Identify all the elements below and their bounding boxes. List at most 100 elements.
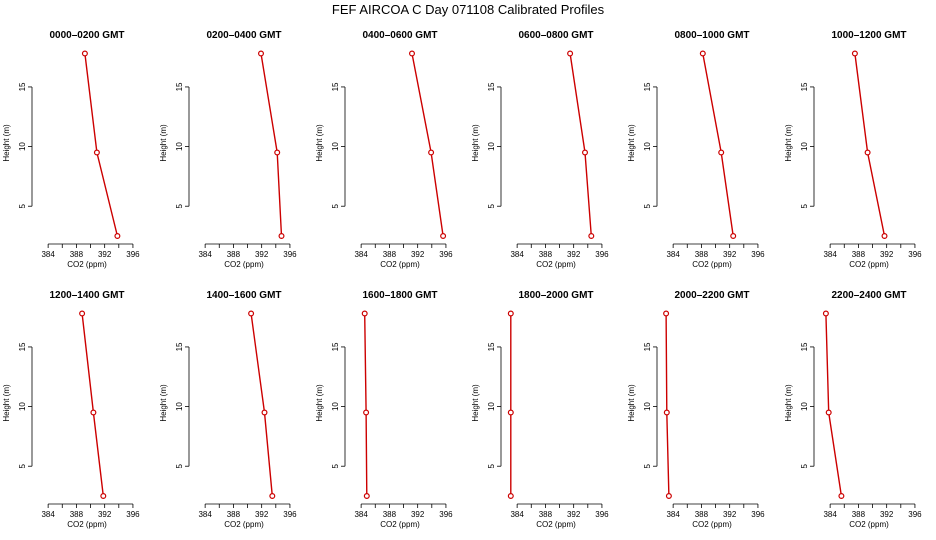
panel-5: 0800–1000 GMT 384 388 392 396 5 10 15 CO2 (ppm) H… <box>627 30 765 269</box>
panel-title: 0000–0200 GMT <box>49 30 124 41</box>
profile-point <box>363 409 370 416</box>
profile-point <box>440 233 447 240</box>
y-axis-label: Height (m) <box>159 124 168 162</box>
profile-point <box>428 149 435 156</box>
y-axis-label: Height (m) <box>471 384 480 422</box>
y-tick-label: 5 <box>487 203 496 208</box>
y-tick-label: 15 <box>331 82 340 91</box>
panel-grid: 0000–0200 GMT 384 388 392 396 5 10 15 CO2 (ppm) H… <box>2 30 922 529</box>
profile-point <box>663 310 670 317</box>
y-tick-label: 15 <box>643 82 652 91</box>
profile-point <box>588 233 595 240</box>
x-axis-label: CO2 (ppm) <box>536 260 576 269</box>
figure-title: FEF AIRCOA C Day 071108 Calibrated Profi… <box>332 2 605 17</box>
profile-line <box>411 53 444 237</box>
x-tick-label: 392 <box>98 510 112 519</box>
profile-point <box>278 233 285 240</box>
profile-point <box>730 233 737 240</box>
x-tick-label: 384 <box>510 250 524 259</box>
panel-title: 1600–1800 GMT <box>362 290 437 301</box>
y-tick-label: 5 <box>18 203 27 208</box>
y-tick-label: 5 <box>331 463 340 468</box>
x-axis-label: CO2 (ppm) <box>692 260 732 269</box>
x-tick-label: 392 <box>255 250 269 259</box>
x-tick-label: 384 <box>510 510 524 519</box>
y-tick-label: 5 <box>643 463 652 468</box>
panel-7: 1200–1400 GMT 384 388 392 396 5 10 15 CO2 (ppm) H… <box>2 290 140 529</box>
profile-point <box>361 310 368 317</box>
x-tick-label: 384 <box>41 250 55 259</box>
profile-point <box>269 493 276 500</box>
x-tick-label: 396 <box>283 250 297 259</box>
x-tick-label: 392 <box>567 250 581 259</box>
y-tick-label: 15 <box>175 342 184 351</box>
x-tick-label: 388 <box>227 250 241 259</box>
panel-title: 1000–1200 GMT <box>831 30 906 41</box>
y-tick-label: 15 <box>18 342 27 351</box>
y-tick-label: 5 <box>800 203 809 208</box>
x-tick-label: 388 <box>383 510 397 519</box>
x-tick-label: 396 <box>751 250 765 259</box>
x-tick-label: 392 <box>880 250 894 259</box>
x-tick-label: 388 <box>70 510 84 519</box>
x-tick-label: 392 <box>411 510 425 519</box>
x-tick-label: 384 <box>823 250 837 259</box>
x-tick-label: 392 <box>880 510 894 519</box>
y-tick-label: 10 <box>331 142 340 151</box>
profile-line <box>702 53 734 237</box>
panel-9: 1600–1800 GMT 384 388 392 396 5 10 15 CO2 (ppm) H… <box>315 290 453 529</box>
profile-point <box>822 310 829 317</box>
y-tick-label: 15 <box>331 342 340 351</box>
x-axis-label: CO2 (ppm) <box>849 260 889 269</box>
x-tick-label: 392 <box>255 510 269 519</box>
y-tick-label: 5 <box>800 463 809 468</box>
panel-8: 1400–1600 GMT 384 388 392 396 5 10 15 CO2 (ppm) H… <box>159 290 297 529</box>
x-tick-label: 392 <box>723 510 737 519</box>
panel-title: 0800–1000 GMT <box>674 30 749 41</box>
x-tick-label: 388 <box>852 250 866 259</box>
x-axis-label: CO2 (ppm) <box>849 520 889 529</box>
x-tick-label: 392 <box>567 510 581 519</box>
profile-point <box>507 409 514 416</box>
y-axis-label: Height (m) <box>315 124 324 162</box>
y-axis-label: Height (m) <box>627 124 636 162</box>
y-tick-label: 15 <box>18 82 27 91</box>
panel-title: 1200–1400 GMT <box>49 290 124 301</box>
profile-line <box>364 313 368 497</box>
profile-point <box>838 493 845 500</box>
x-tick-label: 396 <box>283 510 297 519</box>
y-tick-label: 5 <box>331 203 340 208</box>
x-tick-label: 396 <box>751 510 765 519</box>
profile-line <box>569 53 592 237</box>
profile-point <box>81 50 88 57</box>
panel-title: 0600–0800 GMT <box>518 30 593 41</box>
profile-point <box>248 310 255 317</box>
y-tick-label: 10 <box>643 402 652 411</box>
y-tick-label: 10 <box>643 142 652 151</box>
panel-10: 1800–2000 GMT 384 388 392 396 5 10 15 CO2 (ppm) H… <box>471 290 609 529</box>
panel-11: 2000–2200 GMT 384 388 392 396 5 10 15 CO2 (ppm) H… <box>627 290 765 529</box>
profile-line <box>665 313 670 497</box>
x-axis-label: CO2 (ppm) <box>67 260 107 269</box>
x-tick-label: 388 <box>852 510 866 519</box>
y-tick-label: 10 <box>175 142 184 151</box>
panel-title: 0200–0400 GMT <box>206 30 281 41</box>
x-tick-label: 396 <box>908 510 922 519</box>
x-tick-label: 396 <box>126 510 140 519</box>
y-tick-label: 10 <box>800 402 809 411</box>
y-axis-label: Height (m) <box>784 384 793 422</box>
panel-title: 0400–0600 GMT <box>362 30 437 41</box>
profile-line <box>854 53 886 237</box>
y-axis-label: Height (m) <box>315 384 324 422</box>
y-tick-label: 15 <box>487 82 496 91</box>
profile-point <box>507 493 514 500</box>
y-tick-label: 10 <box>800 142 809 151</box>
y-tick-label: 15 <box>643 342 652 351</box>
profile-point <box>93 149 100 156</box>
panel-title: 2200–2400 GMT <box>831 290 906 301</box>
x-tick-label: 388 <box>695 510 709 519</box>
y-tick-label: 5 <box>487 463 496 468</box>
profile-point <box>261 409 268 416</box>
profile-point <box>864 149 871 156</box>
